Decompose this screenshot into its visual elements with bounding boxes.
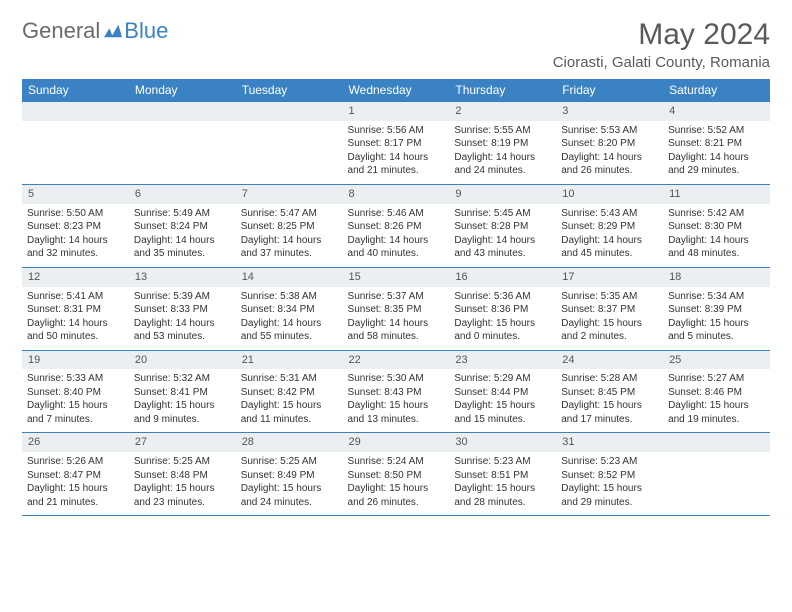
day-info: Sunrise: 5:50 AMSunset: 8:23 PMDaylight:… bbox=[22, 204, 129, 268]
day-number: 8 bbox=[343, 184, 450, 203]
page-title: May 2024 bbox=[553, 18, 770, 52]
day-number bbox=[129, 102, 236, 121]
day-number: 16 bbox=[449, 267, 556, 286]
day-number: 13 bbox=[129, 267, 236, 286]
day-number: 27 bbox=[129, 433, 236, 452]
day-info: Sunrise: 5:25 AMSunset: 8:49 PMDaylight:… bbox=[236, 452, 343, 516]
day-info: Sunrise: 5:36 AMSunset: 8:36 PMDaylight:… bbox=[449, 287, 556, 351]
day-info: Sunrise: 5:27 AMSunset: 8:46 PMDaylight:… bbox=[663, 369, 770, 433]
day-info: Sunrise: 5:39 AMSunset: 8:33 PMDaylight:… bbox=[129, 287, 236, 351]
header: General Blue May 2024 Ciorasti, Galati C… bbox=[22, 18, 770, 71]
calendar-table: Sunday Monday Tuesday Wednesday Thursday… bbox=[22, 79, 770, 516]
location: Ciorasti, Galati County, Romania bbox=[553, 54, 770, 71]
day-info bbox=[236, 121, 343, 185]
day-number: 4 bbox=[663, 102, 770, 121]
day-number: 30 bbox=[449, 433, 556, 452]
day-number: 7 bbox=[236, 184, 343, 203]
col-sat: Saturday bbox=[663, 79, 770, 102]
daynum-row: 19202122232425 bbox=[22, 350, 770, 369]
day-info: Sunrise: 5:38 AMSunset: 8:34 PMDaylight:… bbox=[236, 287, 343, 351]
day-info: Sunrise: 5:32 AMSunset: 8:41 PMDaylight:… bbox=[129, 369, 236, 433]
day-number: 15 bbox=[343, 267, 450, 286]
col-mon: Monday bbox=[129, 79, 236, 102]
day-info: Sunrise: 5:33 AMSunset: 8:40 PMDaylight:… bbox=[22, 369, 129, 433]
day-info: Sunrise: 5:47 AMSunset: 8:25 PMDaylight:… bbox=[236, 204, 343, 268]
day-number: 29 bbox=[343, 433, 450, 452]
info-row: Sunrise: 5:41 AMSunset: 8:31 PMDaylight:… bbox=[22, 287, 770, 351]
day-number: 3 bbox=[556, 102, 663, 121]
day-number bbox=[236, 102, 343, 121]
day-number: 31 bbox=[556, 433, 663, 452]
logo-text-general: General bbox=[22, 18, 100, 44]
day-number: 25 bbox=[663, 350, 770, 369]
day-number: 17 bbox=[556, 267, 663, 286]
logo-text-blue: Blue bbox=[124, 18, 168, 43]
day-number bbox=[22, 102, 129, 121]
day-number: 23 bbox=[449, 350, 556, 369]
day-number bbox=[663, 433, 770, 452]
day-info bbox=[663, 452, 770, 516]
day-info: Sunrise: 5:53 AMSunset: 8:20 PMDaylight:… bbox=[556, 121, 663, 185]
day-info: Sunrise: 5:26 AMSunset: 8:47 PMDaylight:… bbox=[22, 452, 129, 516]
day-number: 28 bbox=[236, 433, 343, 452]
day-number: 26 bbox=[22, 433, 129, 452]
day-info: Sunrise: 5:30 AMSunset: 8:43 PMDaylight:… bbox=[343, 369, 450, 433]
day-number: 2 bbox=[449, 102, 556, 121]
day-info: Sunrise: 5:41 AMSunset: 8:31 PMDaylight:… bbox=[22, 287, 129, 351]
day-number: 18 bbox=[663, 267, 770, 286]
col-sun: Sunday bbox=[22, 79, 129, 102]
day-info: Sunrise: 5:31 AMSunset: 8:42 PMDaylight:… bbox=[236, 369, 343, 433]
day-info: Sunrise: 5:52 AMSunset: 8:21 PMDaylight:… bbox=[663, 121, 770, 185]
day-info: Sunrise: 5:43 AMSunset: 8:29 PMDaylight:… bbox=[556, 204, 663, 268]
col-wed: Wednesday bbox=[343, 79, 450, 102]
day-info bbox=[22, 121, 129, 185]
day-info bbox=[129, 121, 236, 185]
day-info: Sunrise: 5:55 AMSunset: 8:19 PMDaylight:… bbox=[449, 121, 556, 185]
daynum-row: 1234 bbox=[22, 102, 770, 121]
info-row: Sunrise: 5:33 AMSunset: 8:40 PMDaylight:… bbox=[22, 369, 770, 433]
day-info: Sunrise: 5:35 AMSunset: 8:37 PMDaylight:… bbox=[556, 287, 663, 351]
day-number: 6 bbox=[129, 184, 236, 203]
day-number: 1 bbox=[343, 102, 450, 121]
day-number: 22 bbox=[343, 350, 450, 369]
logo-triangle-icon bbox=[104, 24, 122, 38]
day-number: 11 bbox=[663, 184, 770, 203]
info-row: Sunrise: 5:56 AMSunset: 8:17 PMDaylight:… bbox=[22, 121, 770, 185]
daynum-row: 567891011 bbox=[22, 184, 770, 203]
daynum-row: 262728293031 bbox=[22, 433, 770, 452]
day-info: Sunrise: 5:28 AMSunset: 8:45 PMDaylight:… bbox=[556, 369, 663, 433]
info-row: Sunrise: 5:50 AMSunset: 8:23 PMDaylight:… bbox=[22, 204, 770, 268]
day-info: Sunrise: 5:25 AMSunset: 8:48 PMDaylight:… bbox=[129, 452, 236, 516]
info-row: Sunrise: 5:26 AMSunset: 8:47 PMDaylight:… bbox=[22, 452, 770, 516]
day-info: Sunrise: 5:42 AMSunset: 8:30 PMDaylight:… bbox=[663, 204, 770, 268]
day-number: 21 bbox=[236, 350, 343, 369]
day-info: Sunrise: 5:45 AMSunset: 8:28 PMDaylight:… bbox=[449, 204, 556, 268]
day-number: 19 bbox=[22, 350, 129, 369]
day-info: Sunrise: 5:29 AMSunset: 8:44 PMDaylight:… bbox=[449, 369, 556, 433]
day-number: 12 bbox=[22, 267, 129, 286]
day-info: Sunrise: 5:23 AMSunset: 8:52 PMDaylight:… bbox=[556, 452, 663, 516]
day-info: Sunrise: 5:49 AMSunset: 8:24 PMDaylight:… bbox=[129, 204, 236, 268]
day-info: Sunrise: 5:46 AMSunset: 8:26 PMDaylight:… bbox=[343, 204, 450, 268]
day-info: Sunrise: 5:56 AMSunset: 8:17 PMDaylight:… bbox=[343, 121, 450, 185]
logo: General Blue bbox=[22, 18, 168, 44]
day-number: 14 bbox=[236, 267, 343, 286]
day-info: Sunrise: 5:23 AMSunset: 8:51 PMDaylight:… bbox=[449, 452, 556, 516]
col-fri: Friday bbox=[556, 79, 663, 102]
day-number: 5 bbox=[22, 184, 129, 203]
day-number: 10 bbox=[556, 184, 663, 203]
col-thu: Thursday bbox=[449, 79, 556, 102]
day-number: 20 bbox=[129, 350, 236, 369]
day-info: Sunrise: 5:37 AMSunset: 8:35 PMDaylight:… bbox=[343, 287, 450, 351]
col-tue: Tuesday bbox=[236, 79, 343, 102]
day-info: Sunrise: 5:34 AMSunset: 8:39 PMDaylight:… bbox=[663, 287, 770, 351]
day-number: 9 bbox=[449, 184, 556, 203]
day-number: 24 bbox=[556, 350, 663, 369]
weekday-header-row: Sunday Monday Tuesday Wednesday Thursday… bbox=[22, 79, 770, 102]
daynum-row: 12131415161718 bbox=[22, 267, 770, 286]
day-info: Sunrise: 5:24 AMSunset: 8:50 PMDaylight:… bbox=[343, 452, 450, 516]
